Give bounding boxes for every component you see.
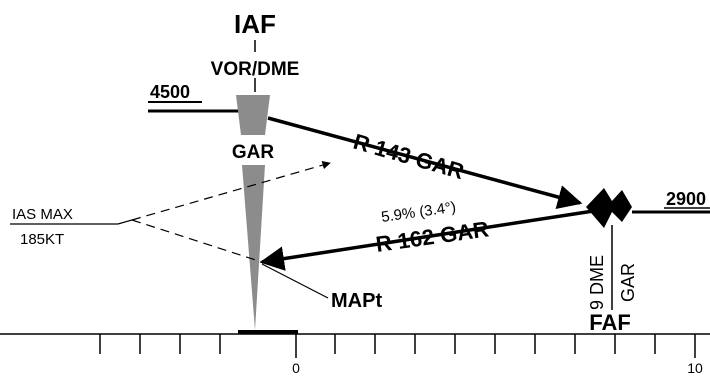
faf-station: GAR (618, 263, 638, 302)
faf-dme: 9 DME (587, 255, 607, 310)
faf-fix-symbol (586, 188, 632, 228)
iaf-altitude: 4500 (150, 82, 190, 102)
scale-label-zero: 0 (292, 360, 300, 376)
descent-wedge-symbol (242, 165, 265, 330)
ias-max-dashed-lower (132, 220, 262, 262)
iaf-label: IAF (234, 9, 276, 39)
mapt-leader (262, 264, 328, 298)
iaf-fix-symbol (236, 95, 270, 135)
iaf-fix-type: VOR/DME (211, 59, 300, 80)
iaf-station: GAR (232, 142, 275, 163)
inbound-track-label: R 143 GAR (351, 129, 467, 184)
faf-label: FAF (589, 310, 631, 335)
ias-max-label: IAS MAX (12, 206, 73, 223)
ias-max-value: 185KT (20, 231, 64, 248)
ias-max-dashed-upper (132, 163, 330, 220)
faf-altitude: 2900 (666, 189, 706, 209)
ias-max-leader (118, 220, 132, 224)
mapt-label: MAPt (331, 290, 382, 312)
distance-scale-ticks (100, 334, 695, 358)
scale-label-ten: 10 (687, 360, 703, 376)
